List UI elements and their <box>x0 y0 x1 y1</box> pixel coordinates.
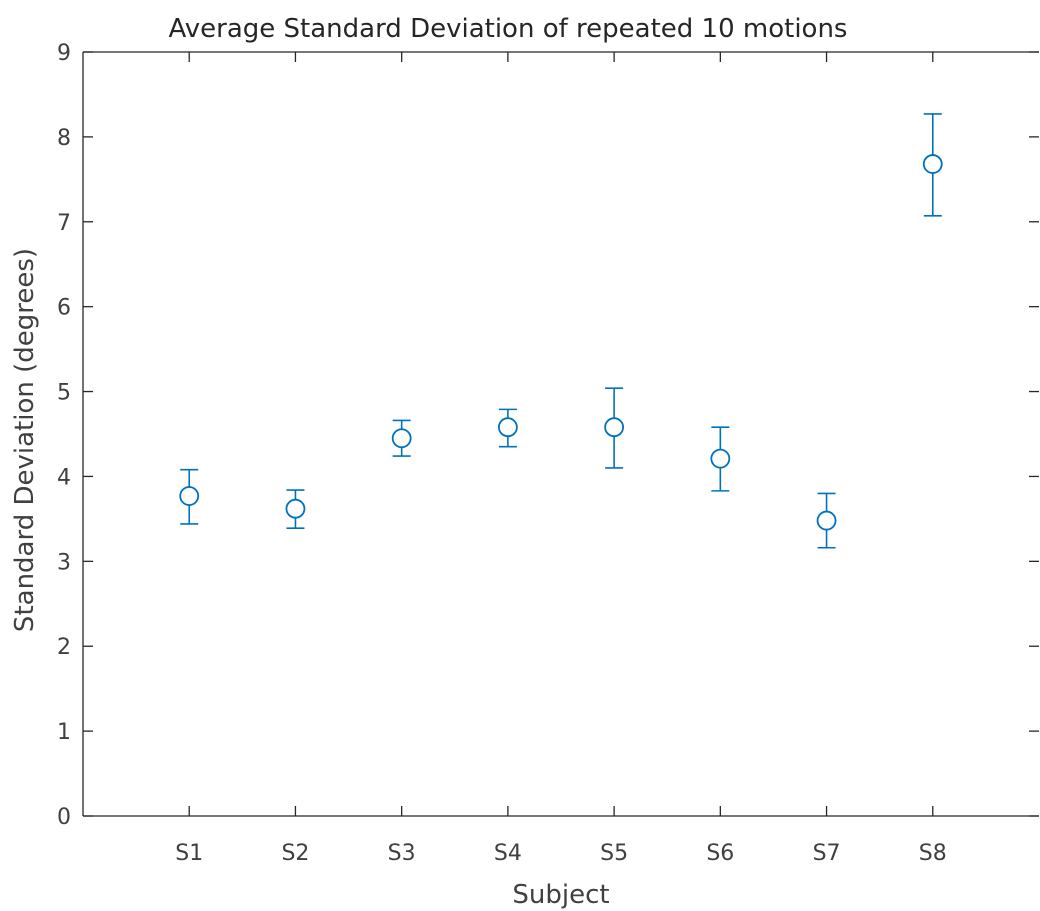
data-point-s8 <box>922 113 943 217</box>
y-tick-label: 1 <box>57 720 71 745</box>
y-axis-label: Standard Deviation (degrees) <box>10 248 40 632</box>
data-point-s5 <box>604 387 625 469</box>
y-tick-label: 0 <box>57 805 71 830</box>
mean-marker <box>179 486 200 506</box>
data-point-s2 <box>285 489 306 530</box>
mean-marker <box>285 498 306 519</box>
mean-marker <box>710 448 731 469</box>
data-point-s3 <box>391 419 412 457</box>
x-tick-label: S4 <box>494 841 522 866</box>
x-axis-label: Subject <box>512 880 609 910</box>
mean-marker <box>391 428 412 449</box>
y-tick-label: 8 <box>57 126 71 151</box>
data-point-s1 <box>179 468 200 525</box>
mean-marker <box>497 417 518 438</box>
plot-frame <box>82 51 1039 817</box>
mean-marker <box>922 154 943 174</box>
chart-title: Average Standard Deviation of repeated 1… <box>169 14 848 44</box>
y-tick-label: 9 <box>57 41 71 66</box>
x-tick-label: S2 <box>281 841 309 866</box>
x-tick-label: S1 <box>175 841 203 866</box>
data-point-s6 <box>710 426 731 492</box>
data-points <box>179 113 943 549</box>
mean-marker <box>604 417 625 438</box>
x-ticks: S1 S2 S3 S4 S5 S6 S7 S8 <box>175 52 947 866</box>
y-tick-label: 2 <box>57 635 71 660</box>
y-tick-label: 6 <box>57 296 71 321</box>
x-tick-label: S7 <box>813 841 841 866</box>
y-tick-label: 5 <box>57 381 71 406</box>
mean-marker <box>816 510 837 531</box>
y-ticks: 0 1 2 3 4 5 6 7 8 9 <box>57 41 1039 830</box>
y-tick-label: 7 <box>57 211 71 236</box>
x-tick-label: S3 <box>388 841 416 866</box>
x-tick-label: S5 <box>600 841 628 866</box>
data-point-s7 <box>816 492 837 549</box>
x-tick-label: S8 <box>919 841 947 866</box>
y-tick-label: 4 <box>57 465 71 490</box>
x-tick-label: S6 <box>706 841 734 866</box>
y-tick-label: 3 <box>57 550 71 575</box>
data-point-s4 <box>497 408 518 448</box>
